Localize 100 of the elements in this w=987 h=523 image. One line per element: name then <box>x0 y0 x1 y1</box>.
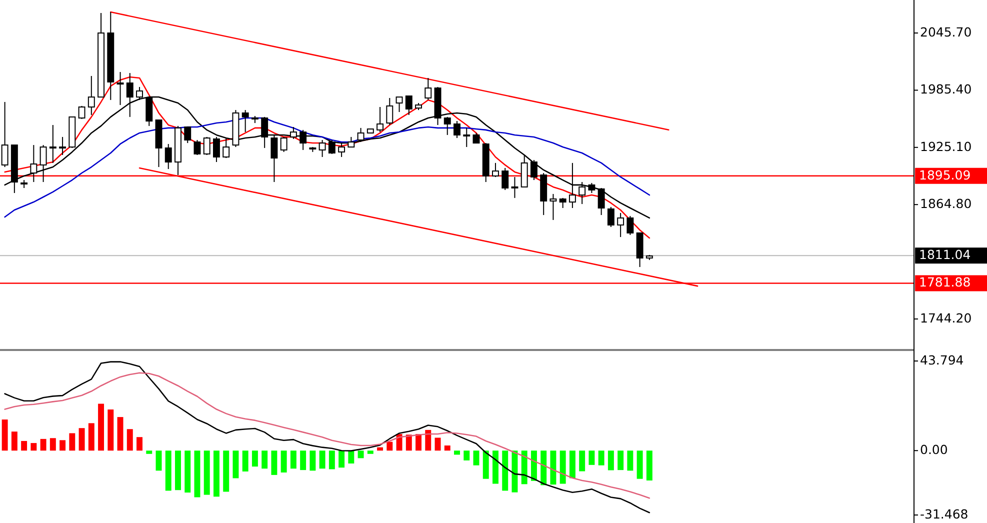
bar <box>502 450 508 491</box>
bar <box>98 404 104 451</box>
candlestick <box>49 124 56 164</box>
bar <box>204 450 210 495</box>
bar <box>386 442 393 451</box>
line-series <box>4 361 650 514</box>
bar <box>252 450 258 467</box>
bar <box>569 450 576 478</box>
candlestick <box>222 138 230 159</box>
bar <box>521 450 528 484</box>
bar <box>348 450 354 464</box>
candlestick <box>88 75 95 116</box>
candlestick <box>568 162 576 209</box>
bar <box>588 450 595 465</box>
candlestick <box>424 77 432 100</box>
candlestick <box>454 120 460 139</box>
ref-line-label: 1811.04 <box>919 247 971 262</box>
candlestick <box>242 110 249 133</box>
bar <box>416 434 422 451</box>
candlestick <box>164 143 172 170</box>
bar <box>21 440 28 451</box>
bar <box>108 409 114 451</box>
bar <box>2 420 8 451</box>
candlestick <box>270 134 278 183</box>
candlestick <box>463 127 470 148</box>
bar <box>78 428 85 451</box>
candlestick <box>290 126 297 140</box>
bar <box>636 450 643 479</box>
y-tick-label: -31.468 <box>920 506 968 522</box>
bar <box>608 450 614 470</box>
bar <box>367 450 374 454</box>
candlestick <box>348 136 355 148</box>
bar <box>60 440 66 451</box>
candlestick <box>617 212 624 238</box>
bar <box>598 450 604 466</box>
y-tick-label: 2045.70 <box>920 24 972 40</box>
candlestick <box>386 97 394 126</box>
candlestick <box>520 154 528 188</box>
bar <box>40 438 46 451</box>
bar <box>512 450 518 492</box>
bar <box>175 450 181 490</box>
bar <box>232 450 239 478</box>
bar <box>242 450 248 472</box>
candlestick <box>405 95 412 116</box>
bar <box>213 450 220 497</box>
bar <box>136 437 142 451</box>
candlestick <box>396 96 403 113</box>
bar <box>223 450 230 492</box>
bar <box>646 450 652 480</box>
y-tick-label: 43.794 <box>920 352 964 368</box>
y-tick-label: 1744.20 <box>920 310 972 326</box>
bar <box>310 450 316 471</box>
bar <box>165 450 172 491</box>
bar <box>560 450 566 484</box>
candlestick <box>328 139 336 154</box>
bar <box>627 450 634 471</box>
ref-line-label: 1895.09 <box>919 167 971 182</box>
candlestick <box>502 167 509 190</box>
y-tick-label: 0.00 <box>920 442 948 458</box>
bar <box>194 450 200 498</box>
candlestick <box>626 215 634 236</box>
bar <box>328 450 335 470</box>
bar <box>50 438 56 451</box>
bar <box>482 450 489 479</box>
bar <box>550 450 556 485</box>
candlestick <box>40 144 47 183</box>
candlestick <box>492 162 499 178</box>
bar <box>406 434 412 451</box>
candlestick <box>184 126 192 144</box>
bar <box>290 450 296 469</box>
bar <box>464 450 470 460</box>
candlestick <box>511 176 518 198</box>
bar <box>492 450 498 484</box>
bar <box>358 450 364 458</box>
candlestick <box>300 129 307 150</box>
candlestick <box>212 136 220 162</box>
y-tick-label: 1925.10 <box>920 138 972 154</box>
candlestick <box>1 101 8 168</box>
bar <box>126 429 133 451</box>
candlestick <box>203 136 210 156</box>
bar <box>117 417 124 451</box>
bar <box>579 450 586 472</box>
bar <box>444 445 450 451</box>
bar <box>30 443 37 451</box>
bar <box>454 450 460 455</box>
candlestick <box>444 116 451 136</box>
bar <box>280 450 287 472</box>
bar <box>156 450 162 471</box>
bar <box>473 450 480 466</box>
y-tick-label: 1864.80 <box>920 196 972 212</box>
candlestick <box>472 132 480 144</box>
candlestick <box>261 116 268 148</box>
bar <box>271 450 278 475</box>
candlestick <box>116 71 124 106</box>
bar <box>530 450 537 481</box>
candlestick <box>78 105 86 120</box>
candlestick <box>30 144 38 183</box>
bar <box>184 450 191 493</box>
bar <box>146 450 152 454</box>
bar <box>11 432 18 451</box>
